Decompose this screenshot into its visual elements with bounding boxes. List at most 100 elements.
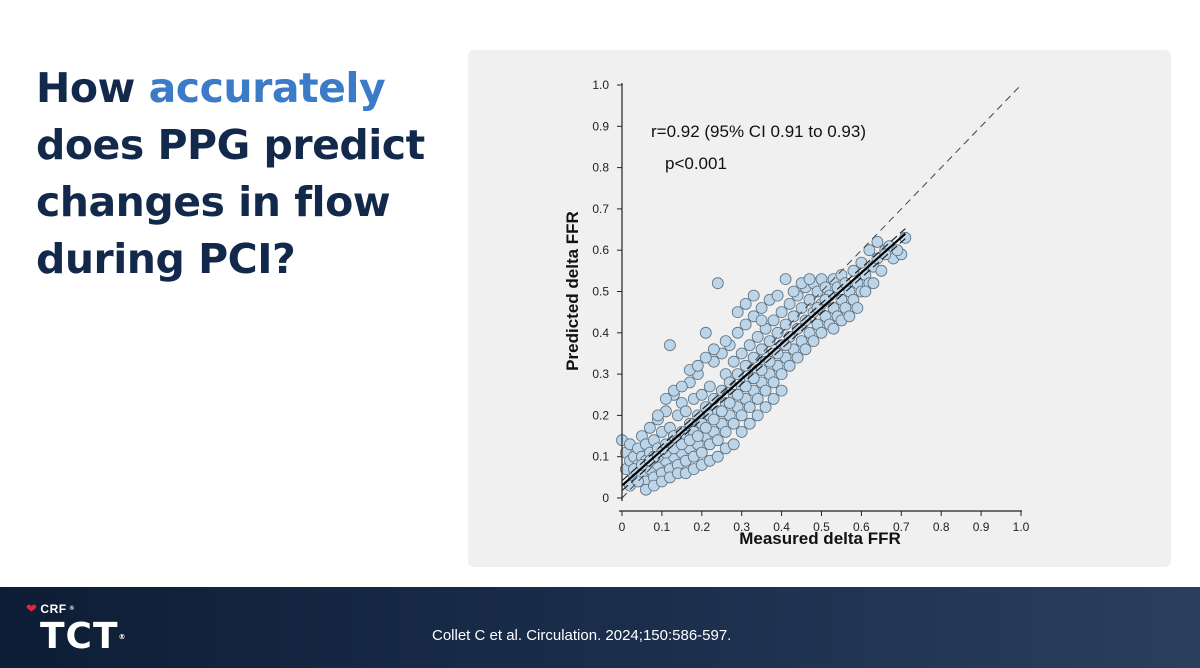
data-point (879, 248, 892, 261)
data-point (827, 322, 840, 335)
data-point (743, 417, 756, 430)
data-point (807, 335, 820, 348)
footer-bar: ❤ CRF ® TCT® Collet C et al. Circulation.… (0, 587, 1200, 668)
heart-icon: ❤ (26, 601, 38, 616)
data-point (851, 302, 864, 314)
crf-label: CRF (40, 602, 67, 616)
data-point (743, 339, 756, 352)
data-point (787, 285, 800, 298)
data-point (751, 392, 764, 405)
data-point (799, 314, 812, 327)
data-point (867, 277, 880, 290)
y-tick-label: 0.4 (592, 326, 609, 340)
y-tick-label: 0.2 (592, 408, 609, 422)
data-point (739, 318, 752, 331)
data-point (735, 425, 748, 438)
crf-registered-mark: ® (69, 606, 75, 612)
data-point (775, 368, 788, 381)
y-axis-label: Predicted delta FFR (563, 211, 582, 371)
x-tick-label: 0.6 (853, 520, 870, 534)
data-point (747, 372, 760, 385)
data-point (703, 380, 716, 393)
data-point (751, 330, 764, 343)
y-tick-label: 0.8 (592, 161, 609, 175)
data-point (875, 264, 888, 277)
data-point (651, 409, 664, 422)
data-point (791, 351, 804, 364)
data-point (699, 351, 712, 364)
data-point (847, 264, 860, 277)
data-point (699, 421, 712, 434)
data-point (771, 289, 784, 302)
x-tick-label: 0 (619, 520, 626, 534)
data-point (675, 380, 688, 393)
points-layer (616, 231, 912, 496)
data-point (711, 434, 724, 447)
x-tick-label: 1.0 (1013, 520, 1030, 534)
data-point (747, 289, 760, 302)
data-point (735, 409, 748, 422)
data-point (727, 438, 740, 451)
data-point (771, 326, 784, 339)
y-tick-label: 0.9 (592, 119, 609, 133)
tct-label: TCT (40, 616, 119, 657)
data-point (783, 359, 796, 372)
data-point (727, 417, 740, 430)
x-tick-label: 0.1 (654, 520, 671, 534)
tct-logo: TCT® (40, 617, 127, 657)
crf-logo: ❤ CRF ® (26, 601, 75, 617)
data-point (727, 355, 740, 368)
data-point (775, 384, 788, 397)
data-point (755, 364, 768, 376)
data-point (643, 421, 656, 434)
data-point (659, 392, 672, 405)
x-tick-label: 0.9 (973, 520, 990, 534)
data-point (695, 446, 708, 459)
y-tick-label: 0.3 (592, 367, 609, 381)
chart-panel: 0 0.1 0.2 0.3 0.4 0.5 0.6 0.7 0.8 0.9 1.0 0 0.1 0.2 0.… (468, 50, 1171, 567)
data-point (763, 355, 776, 368)
data-point (751, 409, 764, 422)
x-tick-label: 0.3 (733, 520, 750, 534)
data-point (715, 405, 728, 418)
data-point (755, 302, 768, 314)
citation-text: Collet C et al. Circulation. 2024;150:58… (432, 627, 732, 644)
data-point (755, 343, 768, 356)
data-point (775, 306, 788, 319)
data-point (691, 430, 704, 443)
title-part-1: How (36, 64, 149, 112)
data-point (855, 256, 868, 269)
x-axis-label: Measured delta FFR (739, 529, 901, 548)
data-point (735, 347, 748, 360)
y-tick-label: 0.7 (592, 202, 609, 216)
data-point (799, 343, 812, 356)
data-point (787, 310, 800, 323)
x-tick-label: 0.4 (773, 520, 790, 534)
data-point (815, 326, 828, 339)
scatter-chart: 0 0.1 0.2 0.3 0.4 0.5 0.6 0.7 0.8 0.9 1.0 0 0.1 0.2 0.… (563, 78, 1030, 548)
lines-layer (621, 84, 1022, 499)
data-point (723, 397, 736, 409)
data-point (779, 273, 792, 286)
data-point (803, 273, 816, 286)
data-point (783, 297, 796, 310)
ci-lower-line (621, 238, 906, 492)
y-tick-label: 0.1 (592, 450, 609, 464)
data-point (663, 339, 676, 352)
data-point (843, 310, 856, 323)
data-point (723, 376, 736, 389)
data-point (779, 318, 792, 331)
title-accent-word: accurately (148, 64, 386, 112)
x-tick-label: 0.8 (933, 520, 950, 534)
data-point (767, 392, 780, 405)
y-tick-label: 0 (602, 491, 609, 505)
data-point (859, 285, 872, 298)
data-point (755, 314, 768, 327)
data-point (691, 359, 704, 372)
data-point (767, 314, 780, 327)
y-tick-label: 1.0 (592, 78, 609, 92)
data-point (731, 326, 744, 339)
tct-registered-mark: ® (118, 633, 127, 641)
data-point (719, 335, 732, 348)
data-point (679, 405, 692, 418)
